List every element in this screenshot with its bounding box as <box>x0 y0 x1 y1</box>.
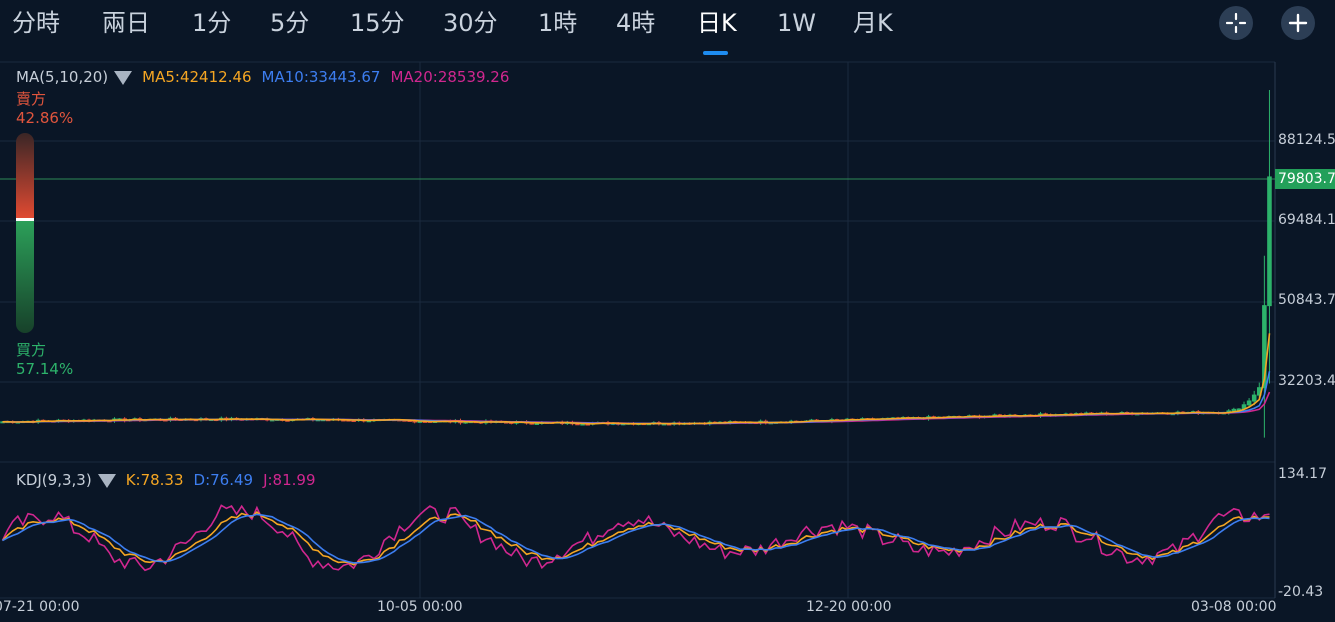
active-tab-indicator <box>703 51 728 55</box>
candle-body <box>1251 394 1257 402</box>
tab-daily-k[interactable]: 日K <box>697 9 737 37</box>
kdj-legend-label[interactable]: KDJ(9,3,3) <box>16 471 92 489</box>
tab-5min[interactable]: 5分 <box>270 9 310 37</box>
kdj-j-value: J:81.99 <box>263 471 316 489</box>
kdj-k-line <box>1 511 1270 566</box>
buy-side: 買方 57.14% <box>16 341 73 379</box>
order-ratio-bar <box>16 133 34 333</box>
last-price-tag: 79803.7 <box>1275 169 1335 189</box>
kdj-k-value: K:78.33 <box>125 471 184 489</box>
candle-body <box>1246 400 1252 406</box>
crosshair-button[interactable] <box>1219 6 1253 40</box>
fullscreen-cross-icon <box>1288 13 1308 33</box>
sell-ratio-fill <box>16 133 34 219</box>
price-axis-label: 50843.7 <box>1278 292 1335 308</box>
kdj-axis-bottom: -20.43 <box>1278 584 1324 600</box>
candle-body <box>1231 408 1237 412</box>
buy-label: 買方 <box>16 341 47 359</box>
kdj-axis-top: 134.17 <box>1278 466 1327 482</box>
tab-time-sharing[interactable]: 分時 <box>12 9 60 37</box>
price-axis-label: 69484.1 <box>1278 212 1335 228</box>
buy-percentage: 57.14% <box>16 360 74 378</box>
chart-grid <box>0 61 1276 599</box>
price-axis-label: 88124.5 <box>1278 132 1335 148</box>
tab-two-day[interactable]: 兩日 <box>102 9 150 37</box>
tab-1hour[interactable]: 1時 <box>538 9 578 37</box>
buy-ratio-fill <box>16 219 34 333</box>
ma-legend-label[interactable]: MA(5,10,20) <box>16 68 109 86</box>
ma-legend: MA(5,10,20) MA5:42412.46 MA10:33443.67 MA20… <box>16 68 509 86</box>
ma10-value: MA10:33443.67 <box>261 68 381 86</box>
ma20-value: MA20:28539.26 <box>390 68 510 86</box>
time-axis-label: 07-21 00:00 <box>0 599 80 615</box>
period-tab-bar: 分時 兩日 1分 5分 15分 30分 1時 4時 日K 1W 月K <box>0 0 1335 56</box>
time-axis-label: 10-05 00:00 <box>377 599 463 615</box>
tab-1week[interactable]: 1W <box>777 9 816 37</box>
ma-dropdown-icon[interactable] <box>114 70 133 85</box>
tab-4hour[interactable]: 4時 <box>616 9 656 37</box>
kdj-j-line <box>1 504 1270 572</box>
fullscreen-button[interactable] <box>1281 6 1315 40</box>
ma5-value: MA5:42412.46 <box>142 68 252 86</box>
kdj-d-value: D:76.49 <box>193 471 254 489</box>
tab-monthly-k[interactable]: 月K <box>853 9 893 37</box>
price-axis-label: 32203.4 <box>1278 373 1335 389</box>
sell-percentage: 42.86% <box>16 109 74 127</box>
candlesticks <box>0 90 1272 438</box>
tab-1min[interactable]: 1分 <box>192 9 232 37</box>
ma-lines <box>2 333 1271 425</box>
kdj-lines <box>1 504 1270 572</box>
kdj-dropdown-icon[interactable] <box>97 473 116 488</box>
candle-body <box>1236 408 1242 411</box>
sell-label: 賣方 <box>16 90 47 108</box>
tab-30min[interactable]: 30分 <box>443 9 498 37</box>
time-axis-label: 03-08 00:00 <box>1191 599 1277 615</box>
candle-body <box>1262 305 1267 389</box>
sell-side: 賣方 42.86% <box>16 90 73 128</box>
candle-body <box>1267 176 1272 307</box>
ratio-divider <box>16 218 34 221</box>
crosshair-icon <box>1226 13 1246 33</box>
time-axis-label: 12-20 00:00 <box>806 599 892 615</box>
tab-15min[interactable]: 15分 <box>350 9 405 37</box>
kdj-d-line <box>2 513 1270 564</box>
kdj-legend: KDJ(9,3,3) K:78.33 D:76.49 J:81.99 <box>16 471 316 489</box>
ma5-line <box>2 333 1271 425</box>
